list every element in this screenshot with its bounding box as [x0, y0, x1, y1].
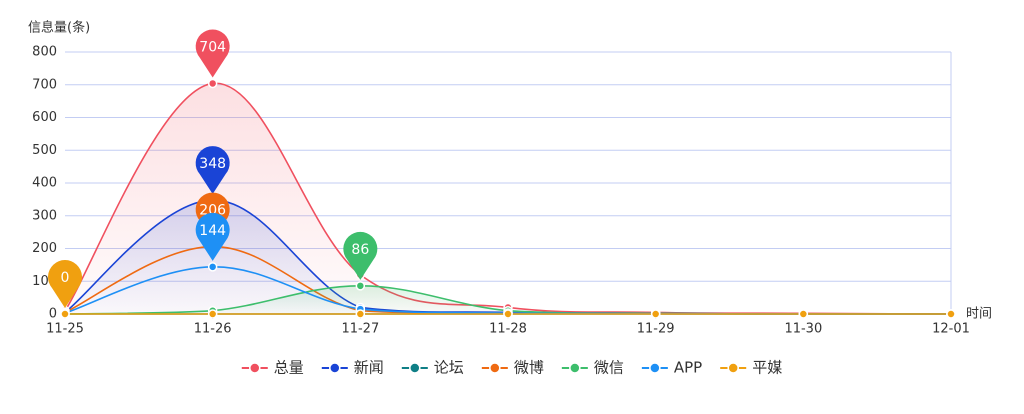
pin-label: 0 — [61, 270, 70, 286]
data-point — [355, 309, 366, 319]
x-tick-label: 11-25 — [46, 322, 84, 337]
legend-label: 微博 — [514, 359, 544, 377]
area — [65, 200, 951, 314]
max-pin — [195, 146, 230, 195]
pin-label: 86 — [351, 242, 369, 258]
y-tick-label: 700 — [32, 77, 57, 92]
pin-label: 704 — [199, 39, 226, 55]
y-tick-label: 200 — [32, 241, 57, 256]
legend-label: 论坛 — [434, 359, 464, 377]
data-point — [355, 281, 366, 291]
legend-dot — [329, 362, 341, 374]
legend-label: APP — [674, 359, 702, 377]
pin-label: 348 — [199, 156, 226, 172]
legend-label: 微信 — [594, 359, 624, 377]
data-point — [946, 309, 956, 319]
max-pin — [343, 231, 378, 280]
legend-dot — [249, 362, 261, 374]
y-tick-label: 600 — [32, 110, 57, 125]
data-point — [798, 309, 809, 319]
legend-label: 新闻 — [354, 359, 384, 377]
legend-label: 总量 — [274, 359, 304, 377]
data-point — [503, 309, 513, 319]
data-point — [207, 78, 218, 89]
legend-dot — [727, 362, 739, 374]
data-point — [207, 262, 218, 272]
x-tick-label: 11-27 — [341, 322, 379, 337]
x-tick-label: 12-01 — [932, 322, 970, 337]
y-tick-label: 500 — [32, 143, 57, 158]
legend-dot — [489, 362, 501, 374]
y-axis-label: 信息量(条) — [28, 20, 90, 36]
x-tick-label: 11-29 — [637, 322, 675, 337]
data-point — [650, 309, 661, 319]
data-point — [207, 309, 218, 319]
data-point — [60, 309, 70, 319]
max-pin — [195, 29, 230, 78]
y-tick-label: 800 — [32, 45, 57, 60]
x-tick-label: 11-26 — [194, 322, 232, 337]
y-tick-label: 400 — [32, 176, 57, 191]
max-pin — [195, 212, 230, 261]
area — [65, 285, 951, 314]
y-tick-label: 0 — [49, 307, 57, 322]
legend-dot — [409, 362, 421, 374]
x-tick-label: 11-30 — [784, 322, 822, 337]
x-axis-label: 时间 — [966, 307, 992, 322]
y-tick-label: 300 — [32, 208, 57, 223]
x-tick-label: 11-28 — [489, 322, 527, 337]
pin-label: 144 — [199, 223, 226, 239]
legend-label: 平媒 — [752, 359, 782, 377]
legend-dot — [649, 362, 661, 374]
legend-dot — [569, 362, 581, 374]
max-pin — [48, 260, 82, 308]
legend: 总量 新闻 论坛 微博 微信 APP 平媒 — [241, 359, 782, 377]
